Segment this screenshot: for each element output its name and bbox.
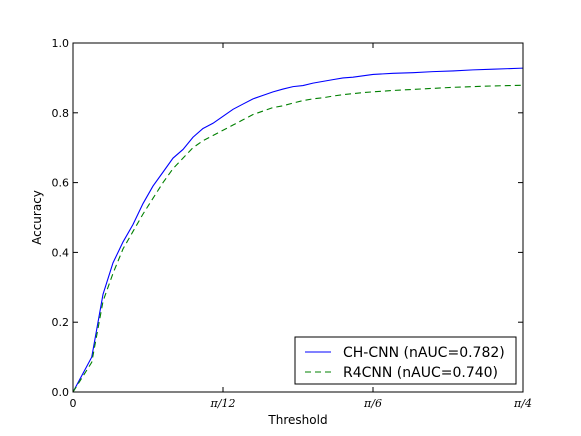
x-axis-label: Threshold (267, 413, 327, 427)
series-line-2 (72, 84, 524, 393)
plot-frame (72, 42, 524, 393)
legend-box (294, 336, 517, 385)
ticks-layer: 0.0 0.2 0.4 0.6 0.8 1.0 0 π/12 π/6 π/4 (52, 37, 532, 410)
legend-label-2: R4CNN (nAUC=0.740) (343, 365, 498, 381)
series-line-1 (72, 67, 524, 393)
y-tick-label-1: 0.2 (52, 316, 70, 329)
y-tick-label-3: 0.6 (52, 177, 70, 190)
series-layer (72, 67, 524, 393)
y-tick-label-5: 1.0 (52, 37, 70, 50)
y-tick-label-0: 0.0 (52, 386, 70, 399)
plot-area (73, 43, 523, 392)
legend: CH-CNN (nAUC=0.782) R4CNN (nAUC=0.740) (294, 336, 517, 385)
x-tick-label-0: 0 (70, 397, 77, 410)
x-tick-label-2: π/6 (363, 397, 382, 410)
y-tick-label-4: 0.8 (52, 107, 70, 120)
x-tick-label-1: π/12 (210, 397, 236, 410)
y-tick-label-2: 0.4 (52, 246, 70, 259)
axes-frame (72, 42, 524, 393)
legend-label-1: CH-CNN (nAUC=0.782) (343, 345, 505, 361)
y-axis-label: Accuracy (30, 190, 44, 245)
labels-layer: Threshold Accuracy (30, 190, 328, 427)
x-tick-label-3: π/4 (513, 397, 532, 410)
plot-background (73, 43, 523, 392)
